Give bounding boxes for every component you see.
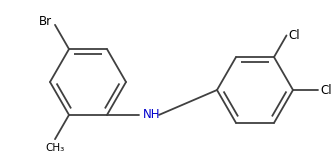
Text: Br: Br xyxy=(39,15,52,28)
Text: NH: NH xyxy=(143,108,161,121)
Text: Cl: Cl xyxy=(320,84,332,97)
Text: CH₃: CH₃ xyxy=(45,143,65,153)
Text: Cl: Cl xyxy=(289,29,300,42)
